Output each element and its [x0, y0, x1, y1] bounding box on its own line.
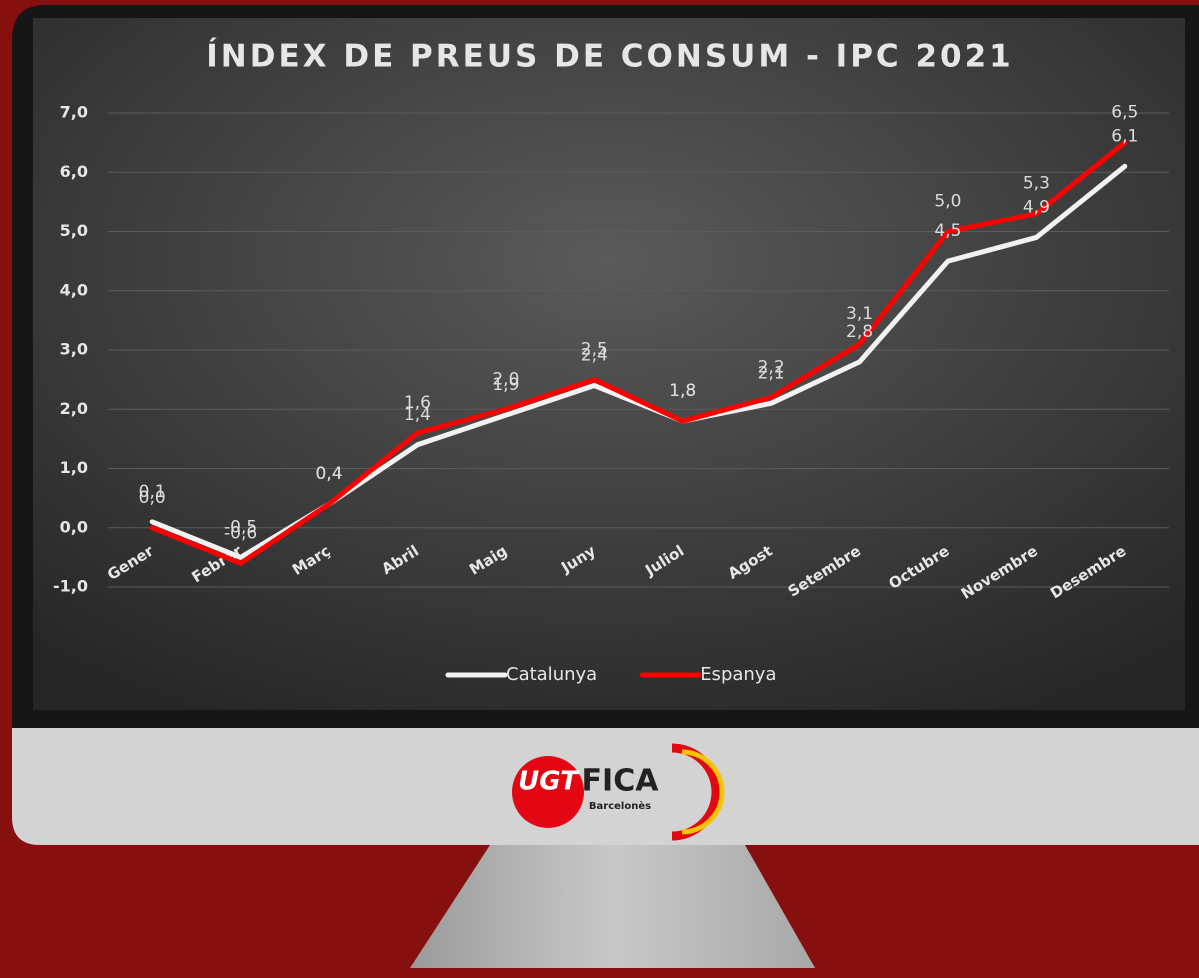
data-label: 1,8: [669, 381, 696, 401]
data-label: 4,9: [1023, 197, 1050, 217]
data-label: 4,5: [934, 221, 961, 241]
data-label: 3,1: [846, 304, 873, 324]
data-label: 5,0: [934, 192, 961, 212]
place-text: Barcelonès: [589, 800, 651, 812]
data-label: 2,2: [758, 357, 785, 377]
data-label: 6,1: [1111, 126, 1138, 146]
legend-label: Espanya: [700, 664, 776, 685]
data-label: 6,5: [1111, 103, 1138, 123]
data-label: 5,3: [1023, 174, 1050, 194]
data-label: 0,4: [316, 464, 343, 484]
page: {"chart_data": {"type": "line", "title":…: [0, 0, 1199, 974]
y-tick-label: 7,0: [60, 103, 88, 122]
y-tick-label: 1,0: [60, 458, 88, 477]
legend-label: Catalunya: [506, 664, 597, 685]
monitor: UGT FICA Barcelonès ÍNDEX DE PREUS DE CO…: [0, 0, 1199, 974]
data-label: 2,0: [492, 369, 519, 389]
monitor-stand: [410, 845, 815, 968]
screen: [33, 18, 1185, 710]
chart-title: ÍNDEX DE PREUS DE CONSUM - IPC 2021: [206, 39, 1013, 75]
data-label: 2,5: [581, 340, 608, 360]
data-label: 0,0: [139, 488, 166, 508]
data-label: 1,6: [404, 393, 431, 413]
y-tick-label: 5,0: [60, 221, 88, 240]
y-tick-label: 6,0: [60, 162, 88, 181]
y-tick-label: 4,0: [60, 280, 88, 299]
ugt-text: UGT: [518, 767, 580, 797]
data-label: -0,6: [224, 523, 257, 543]
y-tick-label: 0,0: [60, 517, 88, 536]
y-tick-label: 3,0: [60, 340, 88, 359]
data-label: 2,8: [846, 322, 873, 342]
fica-text: FICA: [582, 764, 660, 799]
y-tick-label: -1,0: [53, 577, 88, 596]
y-tick-label: 2,0: [60, 399, 88, 418]
